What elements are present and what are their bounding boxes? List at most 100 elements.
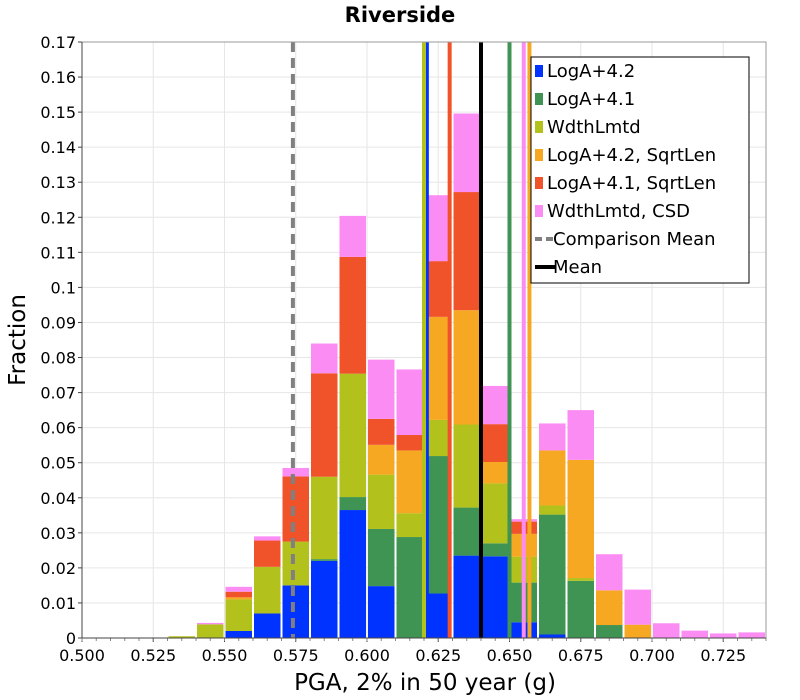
bar-segment	[311, 560, 338, 638]
bar-segment	[396, 435, 423, 451]
x-tick-label: 0.725	[700, 646, 746, 665]
bar-segment	[539, 634, 566, 638]
y-tick-label: 0.16	[40, 68, 76, 87]
y-tick-label: 0.02	[40, 559, 76, 578]
legend-swatch	[535, 93, 543, 105]
y-tick-label: 0.06	[40, 419, 76, 438]
y-tick-label: 0.09	[40, 313, 76, 332]
bar-segment	[311, 343, 338, 374]
bar-segment	[282, 467, 309, 477]
chart-title: Riverside	[345, 3, 456, 27]
y-tick-label: 0.15	[40, 103, 76, 122]
bar-segment	[624, 589, 651, 625]
bar-segment	[539, 450, 566, 506]
legend-swatch	[535, 205, 543, 217]
legend-label: LogA+4.1	[547, 89, 635, 110]
legend-box	[530, 56, 750, 284]
bar-segment	[396, 369, 423, 436]
x-tick-label: 0.525	[130, 646, 176, 665]
bar-segment	[282, 476, 309, 542]
bar-segment	[425, 419, 452, 457]
bar-segment	[681, 630, 708, 638]
bar-segment	[425, 195, 452, 262]
y-tick-label: 0	[66, 629, 76, 648]
bar-segment	[482, 483, 509, 544]
bar-segment	[425, 593, 452, 638]
y-tick-label: 0.08	[40, 349, 76, 368]
bar-segment	[738, 632, 765, 638]
y-tick-label: 0.17	[40, 33, 76, 52]
bar-segment	[339, 497, 366, 511]
legend-swatch	[535, 65, 543, 77]
bar-segment	[368, 418, 395, 445]
bar-segment	[567, 580, 594, 638]
bar-segment	[225, 599, 252, 631]
bar-segment	[311, 476, 338, 560]
legend-label: LogA+4.2, SqrtLen	[547, 145, 716, 166]
bar-segment	[368, 359, 395, 419]
bar-segment	[453, 192, 480, 311]
bar-segment	[539, 514, 566, 635]
bar-segment	[368, 586, 395, 638]
x-tick-label: 0.650	[487, 646, 533, 665]
legend: LogA+4.2 LogA+4.1 WdthLmtd LogA+4.2, SqrtLe…	[530, 56, 750, 284]
lines-layer	[290, 42, 532, 638]
bar-segment	[168, 636, 195, 638]
y-tick-label: 0.04	[40, 489, 76, 508]
legend-label: WdthLmtd	[547, 117, 641, 138]
y-tick-label: 0.07	[40, 384, 76, 403]
bar-segment	[624, 624, 651, 638]
bar-segment	[539, 423, 566, 451]
legend-label: LogA+4.1, SqrtLen	[547, 173, 716, 194]
legend-swatch	[535, 121, 543, 133]
bar-segment	[339, 256, 366, 374]
x-tick-label: 0.500	[59, 646, 105, 665]
bar-segment	[653, 623, 680, 638]
legend-swatch	[535, 149, 543, 161]
bar-segment	[453, 310, 480, 425]
bar-segment	[425, 456, 452, 594]
legend-label: Mean	[553, 257, 602, 278]
bar-segment	[311, 559, 338, 561]
bar-segment	[197, 624, 224, 638]
x-tick-label: 0.675	[558, 646, 604, 665]
x-tick-label: 0.550	[202, 646, 248, 665]
x-tick-label: 0.575	[273, 646, 319, 665]
legend-label: Comparison Mean	[553, 229, 716, 250]
bar-segment	[453, 507, 480, 556]
bar-segment	[710, 633, 737, 638]
bar-segment	[197, 622, 224, 625]
bar-segment	[482, 462, 509, 484]
x-tick-label: 0.625	[415, 646, 461, 665]
y-tick-label: 0.01	[40, 594, 76, 613]
bar-segment	[482, 543, 509, 557]
bar-segment	[254, 613, 281, 638]
y-tick-label: 0.13	[40, 173, 76, 192]
bar-segment	[225, 597, 252, 600]
bar-segment	[482, 424, 509, 463]
y-tick-label: 0.14	[40, 138, 76, 157]
bar-segment	[282, 585, 309, 638]
bar-segment	[225, 586, 252, 592]
y-tick-label: 0.11	[40, 243, 76, 262]
bar-segment	[396, 450, 423, 514]
bar-segment	[425, 316, 452, 420]
bar-segment	[453, 555, 480, 638]
y-tick-label: 0.03	[40, 524, 76, 543]
bar-segment	[396, 513, 423, 538]
y-tick-label: 0.05	[40, 454, 76, 473]
x-tick-label: 0.700	[629, 646, 675, 665]
bar-segment	[567, 410, 594, 460]
bar-segment	[482, 385, 509, 425]
bar-segment	[368, 474, 395, 529]
bar-segment	[368, 528, 395, 587]
bar-segment	[339, 510, 366, 638]
bar-segment	[539, 505, 566, 515]
bars-layer	[168, 113, 765, 638]
bar-segment	[396, 537, 423, 638]
bar-segment	[339, 373, 366, 498]
y-axis-title: Fraction	[5, 294, 31, 386]
legend-label: WdthLmtd, CSD	[547, 201, 690, 222]
